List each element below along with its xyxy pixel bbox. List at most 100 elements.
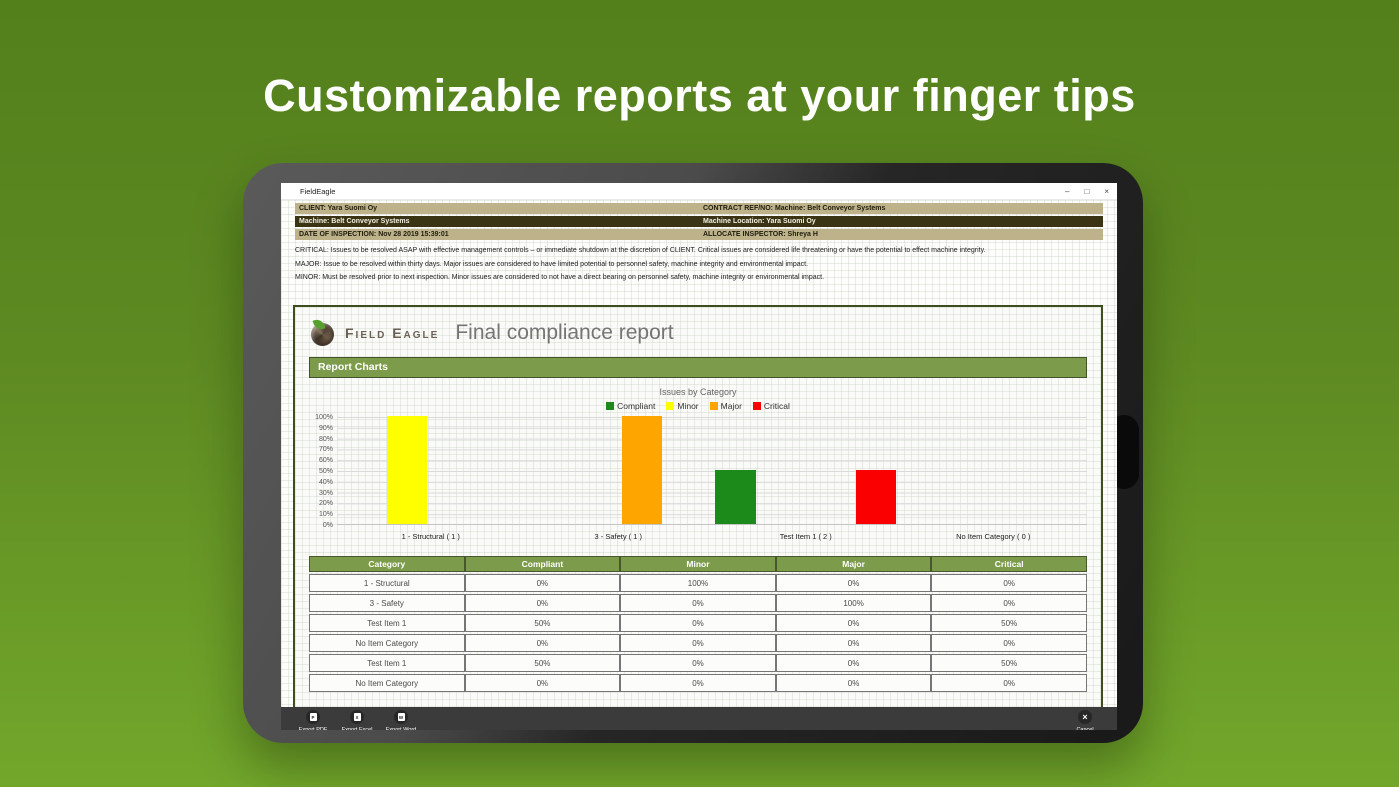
table-row: Test Item 1 50% 0% 0% 50% (309, 614, 1087, 632)
cancel-button[interactable]: × Cancel (1065, 707, 1105, 730)
bar-compliant (715, 470, 756, 524)
compliance-report: Field Eagle Final compliance report Repo… (293, 305, 1103, 725)
info-row: Machine: Belt Conveyor Systems Machine Lo… (295, 216, 1103, 227)
tablet-frame: FieldEagle – □ × CLIENT: Yara Suomi Oy CO… (243, 163, 1143, 743)
info-row-right-label: CONTRACT REF/NO: Machine: Belt Conveyor … (703, 205, 886, 212)
table-header-cell: Critical (931, 556, 1087, 572)
table-cell: 0% (931, 634, 1087, 652)
appbar-button-label: Export PDF (298, 726, 328, 731)
pdf-file-icon: P (306, 710, 320, 724)
chart-y-axis: 100% 90% 80% 70% 60% 50% 40% 30% 20% 10% 0% (309, 414, 337, 529)
excel-file-icon: X (350, 710, 364, 724)
report-title: Final compliance report (455, 321, 674, 344)
info-row: DATE OF INSPECTION: Nov 28 2019 15:39:01… (295, 229, 1103, 240)
close-x-glyph: × (1082, 711, 1088, 722)
table-cell: 50% (931, 614, 1087, 632)
table-cell: 0% (464, 674, 621, 692)
severity-note: MAJOR: Issue to be resolved within thirt… (295, 260, 809, 268)
table-cell: 0% (620, 634, 776, 652)
legend-swatch-icon (606, 402, 615, 410)
document-glyph: P (309, 712, 317, 722)
chart-x-axis-labels: 1 - Structural ( 1 ) 3 - Safety ( 1 ) Test… (337, 532, 1087, 541)
brand-name: Field Eagle (345, 325, 440, 341)
close-icon[interactable]: × (1104, 186, 1109, 196)
bar-major (621, 416, 662, 524)
table-cell: 0% (931, 594, 1087, 612)
table-cell: 3 - Safety (309, 594, 465, 612)
table-cell: 0% (620, 654, 776, 672)
chart-plot-row: 100% 90% 80% 70% 60% 50% 40% 30% 20% 10% 0% (309, 414, 1087, 529)
info-row-right-label: ALLOCATE INSPECTOR: Shreya H (703, 231, 818, 238)
window-controls: – □ × (1065, 183, 1109, 200)
info-row: CLIENT: Yara Suomi Oy CONTRACT REF/NO: Ma… (295, 203, 1103, 214)
word-file-icon: W (394, 710, 408, 724)
table-row: Test Item 1 50% 0% 0% 50% (309, 654, 1087, 672)
y-axis-tick: 50% (318, 467, 333, 475)
appbar-button-label: Export Excel (341, 726, 373, 731)
appbar-button-label: Export Word (385, 726, 417, 731)
severity-note: MINOR: Must be resolved prior to next in… (295, 274, 825, 281)
restore-icon[interactable]: □ (1084, 186, 1090, 196)
severity-definitions: CRITICAL: Issues to be resolved ASAP wit… (295, 247, 1103, 281)
bar-slot (993, 417, 1040, 524)
info-row-left-label: CLIENT: Yara Suomi Oy (299, 205, 378, 212)
table-cell: 0% (464, 634, 621, 652)
legend-swatch-icon (666, 402, 675, 410)
table-cell: 50% (464, 654, 621, 672)
export-excel-button[interactable]: X Export Excel (337, 707, 377, 730)
tablet-screen: FieldEagle – □ × CLIENT: Yara Suomi Oy CO… (281, 183, 1117, 730)
y-axis-tick: 100% (315, 414, 333, 421)
y-axis-tick: 10% (318, 511, 333, 519)
legend-label: Major (720, 401, 742, 411)
minimize-icon[interactable]: – (1065, 186, 1070, 196)
window-titlebar: FieldEagle – □ × (281, 183, 1117, 200)
table-cell: 100% (775, 594, 932, 612)
table-cell: 0% (931, 674, 1087, 692)
bar-slot (900, 417, 947, 524)
bar-slot (571, 417, 618, 524)
bar-slot (384, 416, 431, 524)
issues-by-category-chart: Issues by Category Compliant Minor Major Cr… (309, 387, 1087, 541)
x-axis-category-label: No Item Category ( 0 ) (956, 532, 1031, 541)
document-glyph: X (353, 712, 361, 722)
table-cell: 100% (620, 574, 776, 592)
table-cell: 0% (464, 594, 621, 612)
table-header: Category Compliant Minor Major Critical (309, 556, 1087, 572)
legend-item-compliant: Compliant (606, 401, 655, 411)
bar-slot (478, 417, 525, 524)
table-row: No Item Category 0% 0% 0% 0% (309, 674, 1087, 692)
window-title: FieldEagle (300, 187, 336, 196)
legend-item-major: Major (709, 401, 742, 411)
table-body: 1 - Structural 0% 100% 0% 0% 3 - Safety 0% 0% 10… (309, 574, 1087, 692)
export-word-button[interactable]: W Export Word (381, 707, 421, 730)
bar-slot (665, 417, 712, 524)
export-pdf-button[interactable]: P Export PDF (293, 707, 333, 730)
table-cell: 0% (620, 614, 776, 632)
table-row: 1 - Structural 0% 100% 0% 0% (309, 574, 1087, 592)
bar-group (712, 417, 900, 524)
table-cell: 0% (464, 574, 621, 592)
close-icon: × (1078, 710, 1092, 724)
table-cell: 0% (775, 674, 932, 692)
bar-minor (387, 416, 428, 524)
table-cell: 1 - Structural (309, 574, 465, 592)
table-header-row: Category Compliant Minor Major Critical (309, 556, 1087, 572)
bar-slot (806, 417, 853, 524)
legend-swatch-icon (709, 402, 718, 410)
y-axis-tick: 20% (318, 500, 333, 508)
bottom-app-bar: P Export PDF X Export Excel W Export Word × Ca… (281, 707, 1117, 730)
table-cell: 0% (775, 634, 932, 652)
table-cell: No Item Category (309, 634, 465, 652)
info-row-right-label: Machine Location: Yara Suomi Oy (703, 218, 816, 225)
table-header-cell: Compliant (464, 556, 621, 572)
chart-title: Issues by Category (659, 387, 737, 397)
table-cell: 0% (931, 574, 1087, 592)
table-cell: 50% (931, 654, 1087, 672)
legend-item-minor: Minor (666, 401, 699, 411)
cancel-button-wrap: × Cancel (1065, 707, 1105, 730)
info-row-left-label: Machine: Belt Conveyor Systems (299, 218, 410, 225)
x-axis-category-label: 3 - Safety ( 1 ) (594, 532, 643, 541)
page-title: Customizable reports at your finger tips (263, 70, 1136, 121)
bar-slot (1040, 417, 1087, 524)
app-window: FieldEagle – □ × CLIENT: Yara Suomi Oy CO… (281, 183, 1117, 730)
